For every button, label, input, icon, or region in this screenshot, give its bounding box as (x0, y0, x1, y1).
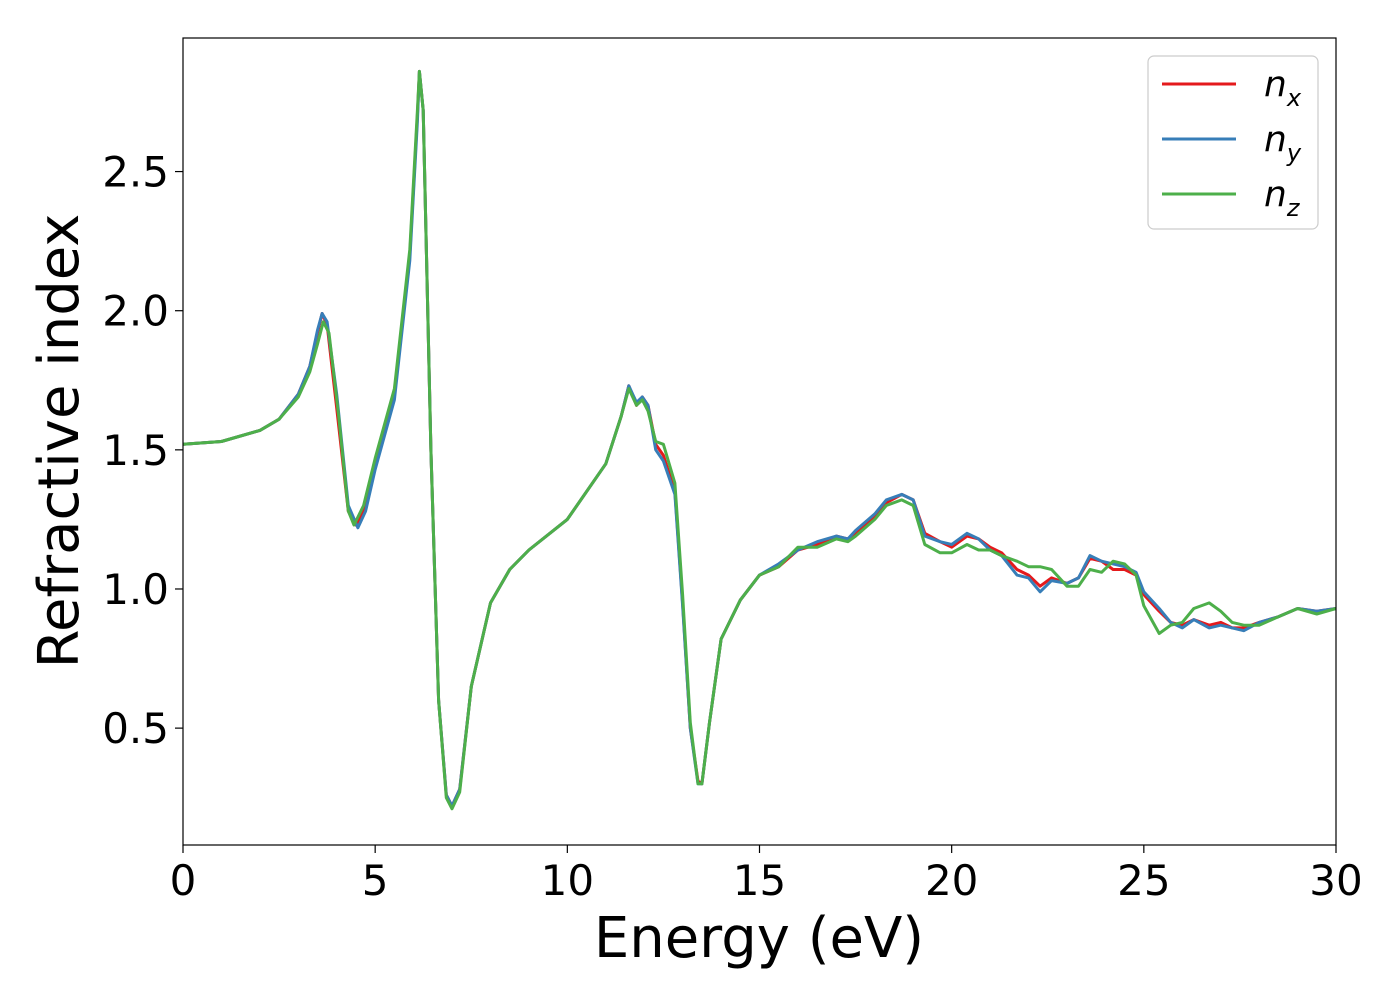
x-tick-label: 10 (541, 856, 594, 905)
legend-label-subscript: y (1286, 139, 1302, 167)
legend-label-subscript: x (1286, 84, 1302, 112)
x-axis-ticks: 0 5 10 15 20 25 30 (170, 845, 1363, 905)
legend-label-ny: ny (1264, 119, 1302, 167)
y-tick-label: 2.5 (102, 148, 169, 197)
x-tick-label: 25 (1117, 856, 1170, 905)
y-tick-label: 2.0 (102, 287, 169, 336)
legend-label-nx: nx (1264, 64, 1302, 112)
series-line-nz (182, 69, 1337, 811)
x-tick-label: 5 (362, 856, 389, 905)
y-tick-label: 1.5 (102, 426, 169, 475)
legend-label-base: n (1264, 174, 1287, 215)
x-axis-label: Energy (eV) (594, 906, 924, 971)
x-tick-label: 20 (925, 856, 978, 905)
x-tick-label: 15 (733, 856, 786, 905)
y-tick-label: 1.0 (102, 565, 169, 614)
legend-label-base: n (1264, 64, 1287, 105)
legend-label-subscript: z (1286, 194, 1301, 222)
x-tick-label: 30 (1309, 856, 1362, 905)
legend-label-base: n (1264, 119, 1287, 160)
legend-label-nz: nz (1264, 174, 1301, 222)
series-lines (182, 69, 1337, 811)
y-tick-label: 0.5 (102, 704, 169, 753)
x-tick-label: 0 (170, 856, 197, 905)
y-axis-label: Refractive index (27, 214, 92, 669)
legend-box (1147, 55, 1319, 230)
y-axis-ticks: 0.5 1.0 1.5 2.0 2.5 (102, 148, 183, 753)
